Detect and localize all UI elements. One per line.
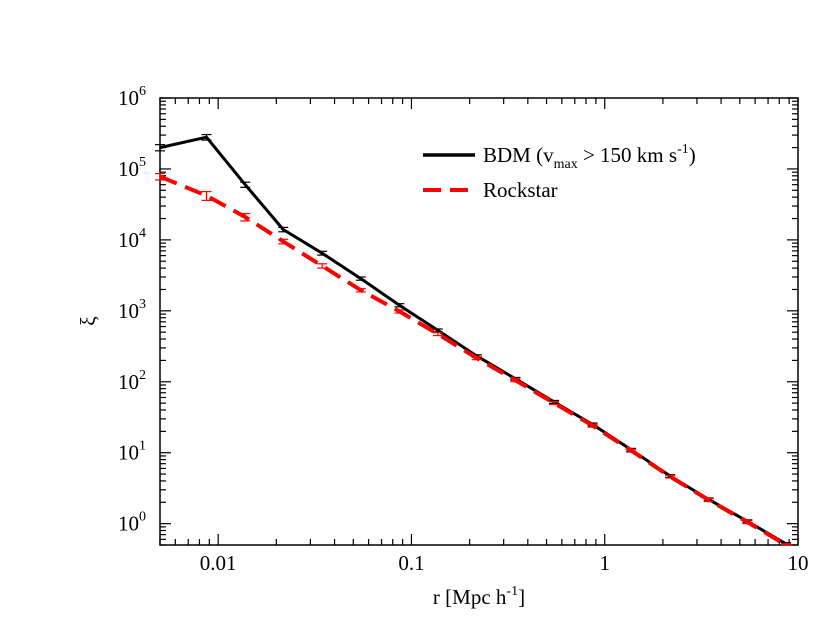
y-tick-label: 100 <box>118 510 146 536</box>
y-tick-label: 105 <box>118 155 146 181</box>
x-tick-label: 0.01 <box>200 551 237 575</box>
error-bar <box>278 238 289 245</box>
error-bar <box>587 423 598 428</box>
error-bar <box>394 303 405 308</box>
x-axis-label: r [Mpc h-1] <box>433 584 525 609</box>
y-tick-label: 103 <box>118 297 146 323</box>
y-tick-label: 101 <box>118 439 146 465</box>
y-axis-label: ξ <box>76 316 100 325</box>
error-bar <box>549 401 560 406</box>
tick-marks <box>159 97 799 546</box>
error-bar <box>432 332 443 337</box>
error-bar <box>155 144 165 152</box>
error-bar <box>742 520 753 525</box>
y-tick-label: 106 <box>118 84 146 110</box>
y-tick-label: 102 <box>118 368 146 394</box>
error-bar <box>510 378 521 383</box>
error-bar <box>201 190 212 202</box>
series-line-bdm <box>159 135 787 546</box>
y-tick-label: 104 <box>118 226 146 252</box>
error-bar <box>201 133 212 141</box>
error-bar <box>703 498 714 503</box>
error-bar <box>355 276 366 281</box>
error-bar <box>780 543 791 546</box>
error-bar <box>665 474 676 479</box>
x-tick-label: 1 <box>599 551 610 575</box>
error-bar <box>626 448 637 453</box>
plot-frame <box>159 97 799 546</box>
error-bar <box>432 328 443 333</box>
x-tick-labels: 0.01 0.1 1 10 <box>200 551 809 575</box>
error-bar <box>317 263 328 269</box>
error-bar <box>278 226 289 233</box>
x-tick-label: 10 <box>788 551 809 575</box>
error-bar <box>240 212 251 222</box>
legend-label-bdm: BDM (vmax > 150 km s-1) <box>483 142 696 172</box>
x-tick-label: 0.1 <box>398 551 424 575</box>
y-tick-labels: 100 101 102 103 104 105 106 <box>118 84 146 536</box>
legend-label-rockstar: Rockstar <box>483 178 558 202</box>
error-bar <box>394 309 405 314</box>
error-bar <box>240 181 251 188</box>
error-bar <box>355 288 366 293</box>
legend: BDM (vmax > 150 km s-1) Rockstar <box>423 142 696 202</box>
series-layer <box>155 133 791 547</box>
error-bar <box>317 250 328 256</box>
error-bar <box>471 356 482 361</box>
error-bar <box>155 172 165 181</box>
